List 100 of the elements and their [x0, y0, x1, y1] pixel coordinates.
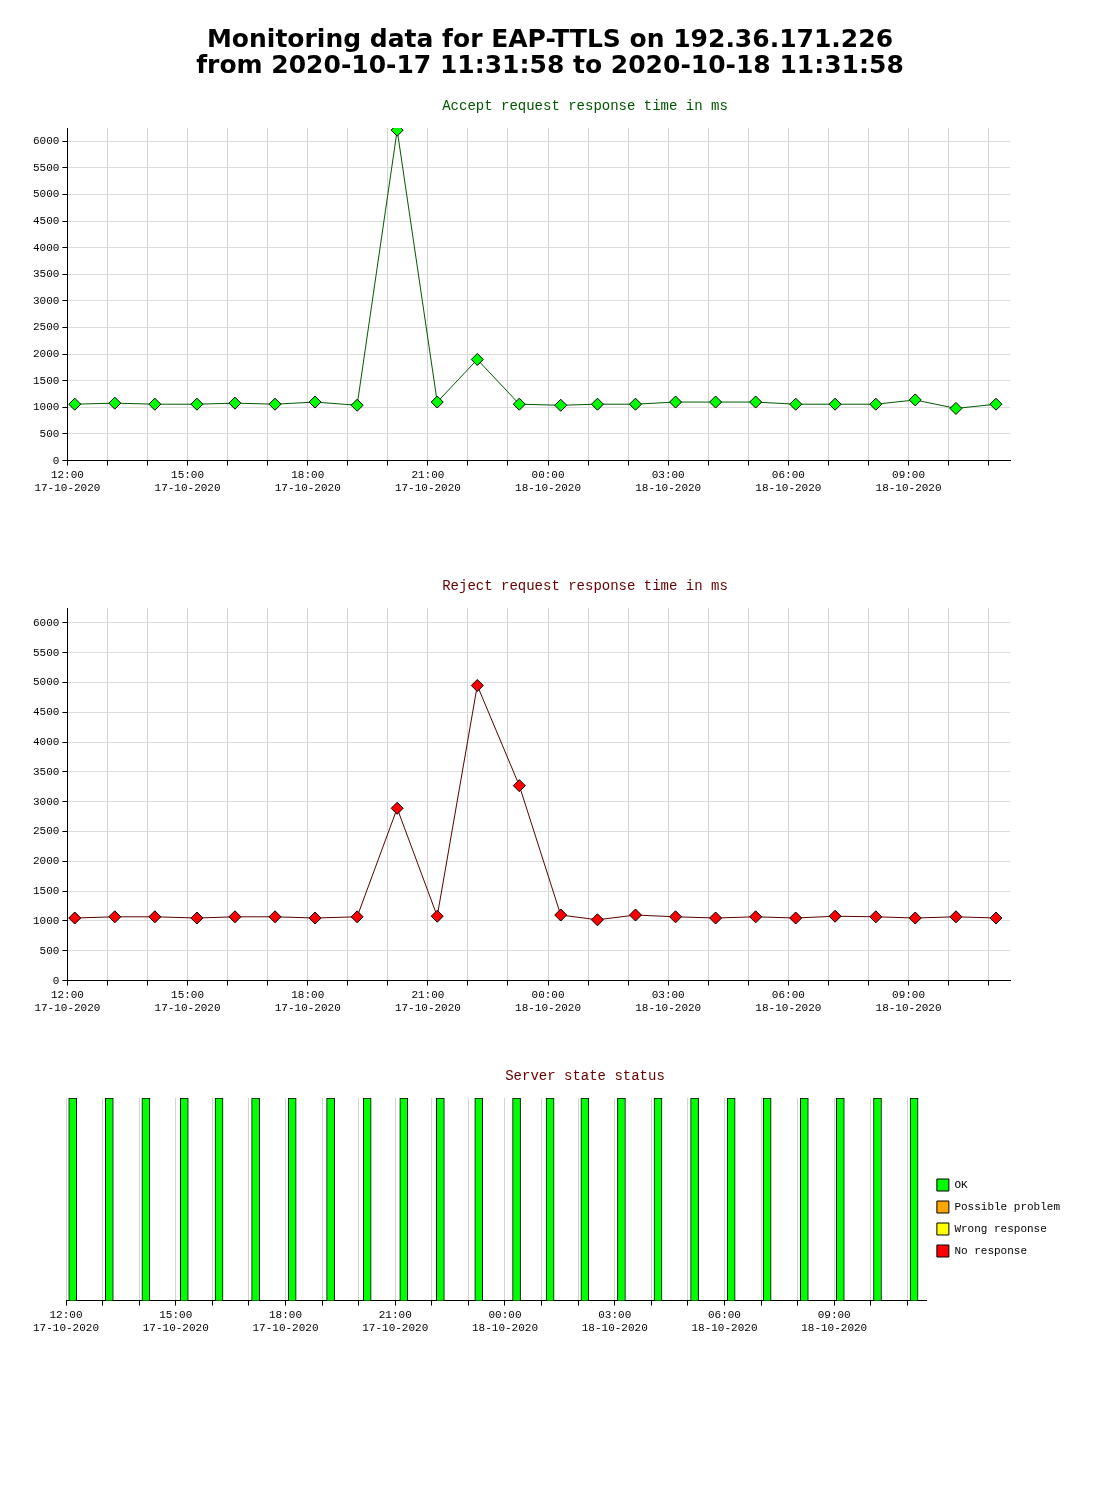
point: [629, 908, 642, 922]
point: [709, 395, 723, 409]
y-tick-label: 3000: [33, 294, 60, 307]
point: [308, 911, 322, 925]
point: [148, 397, 162, 411]
point: [669, 910, 683, 924]
y-tick-label: 5500: [33, 646, 60, 659]
y-tick-label: 1000: [33, 914, 60, 927]
point: [190, 911, 204, 925]
y-tick-label: 3000: [33, 795, 60, 808]
point: [908, 393, 922, 407]
y-tick-label: 3500: [33, 765, 60, 778]
point: [190, 397, 204, 411]
x-tick-label: 09:00 18-10-2020: [875, 469, 942, 495]
point: [430, 395, 444, 409]
y-tick-label: 1000: [33, 401, 60, 414]
y-tick-label: 0: [52, 454, 60, 467]
point: [908, 911, 922, 925]
point: [68, 397, 82, 411]
point: [68, 911, 82, 925]
y-tick-label: 1500: [33, 885, 60, 898]
point: [350, 910, 364, 924]
x-tick-label: 03:00 18-10-2020: [581, 1309, 648, 1335]
point: [869, 910, 883, 924]
x-tick-label: 00:00 18-10-2020: [471, 1309, 538, 1335]
point: [268, 397, 282, 411]
chart-title: Reject request response time in ms: [441, 578, 729, 596]
y-tick-label: 0: [52, 974, 60, 987]
point: [828, 397, 842, 411]
x-tick-label: 03:00 18-10-2020: [635, 469, 702, 495]
point: [629, 397, 642, 411]
legend-label: Possible problem: [954, 1200, 1061, 1213]
y-tick-label: 2000: [33, 348, 60, 361]
point: [949, 910, 963, 924]
x-tick-label: 06:00 18-10-2020: [755, 469, 822, 495]
chart-subtitle: Accept request response time in ms: [441, 98, 729, 116]
point: [949, 401, 963, 415]
point: [390, 801, 404, 815]
x-tick-label: 09:00 18-10-2020: [801, 1309, 868, 1335]
y-tick-label: 500: [39, 944, 60, 957]
x-tick-label: 12:00 17-10-2020: [34, 469, 101, 495]
y-tick-label: 4000: [33, 241, 60, 254]
x-tick-label: 03:00 18-10-2020: [635, 989, 702, 1015]
y-tick-label: 5000: [33, 676, 60, 689]
point: [554, 398, 568, 412]
x-tick-label: 18:00 17-10-2020: [274, 469, 341, 495]
chart-title: Monitoring data for EAP-TTLS on 192.36.171.226 from 2020-10-17 11:31:58 to 2020-10-18 11:31:58: [195, 24, 905, 79]
y-tick-label: 3500: [33, 268, 60, 281]
point: [989, 911, 1003, 925]
y-tick-label: 1500: [33, 374, 60, 387]
point: [512, 779, 526, 793]
point: [430, 909, 444, 923]
legend-label: OK: [954, 1178, 968, 1191]
legend-label: No response: [954, 1244, 1028, 1257]
y-tick-label: 4000: [33, 736, 60, 749]
point: [749, 395, 763, 409]
point: [268, 910, 282, 924]
x-tick-label: 09:00 18-10-2020: [875, 989, 942, 1015]
y-tick-label: 4500: [33, 215, 60, 228]
point: [989, 397, 1003, 411]
point: [470, 352, 484, 366]
x-tick-label: 18:00 17-10-2020: [252, 1309, 319, 1335]
y-tick-label: 4500: [33, 706, 60, 719]
point: [590, 397, 604, 411]
y-tick-label: 6000: [33, 135, 60, 148]
y-tick-label: 2500: [33, 825, 60, 838]
x-tick-label: 15:00 17-10-2020: [154, 469, 221, 495]
x-tick-label: 06:00 18-10-2020: [755, 989, 822, 1015]
chart-title: Server state status: [504, 1068, 666, 1086]
x-tick-label: 18:00 17-10-2020: [274, 989, 341, 1015]
x-tick-label: 06:00 18-10-2020: [691, 1309, 758, 1335]
point: [869, 397, 883, 411]
y-tick-label: 2500: [33, 321, 60, 334]
x-tick-label: 21:00 17-10-2020: [362, 1309, 429, 1335]
point: [749, 910, 763, 924]
point: [789, 397, 803, 411]
point: [108, 910, 122, 924]
point: [669, 395, 683, 409]
y-tick-label: 2000: [33, 855, 60, 868]
y-tick-label: 5500: [33, 161, 60, 174]
x-tick-label: 12:00 17-10-2020: [34, 989, 101, 1015]
legend-label: Wrong response: [954, 1222, 1047, 1235]
y-tick-label: 500: [39, 427, 60, 440]
point: [308, 395, 322, 409]
x-tick-label: 00:00 18-10-2020: [515, 989, 582, 1015]
point: [789, 911, 803, 925]
point: [512, 397, 526, 411]
x-tick-label: 21:00 17-10-2020: [394, 469, 461, 495]
x-tick-label: 12:00 17-10-2020: [33, 1309, 100, 1335]
y-tick-label: 6000: [33, 616, 60, 629]
point: [148, 910, 162, 924]
point: [828, 909, 842, 923]
x-tick-label: 15:00 17-10-2020: [154, 989, 221, 1015]
point: [470, 679, 484, 692]
x-tick-label: 00:00 18-10-2020: [515, 469, 582, 495]
x-tick-label: 15:00 17-10-2020: [142, 1309, 209, 1335]
point: [590, 913, 604, 927]
point: [709, 911, 723, 925]
y-tick-label: 5000: [33, 188, 60, 201]
point: [554, 908, 568, 922]
